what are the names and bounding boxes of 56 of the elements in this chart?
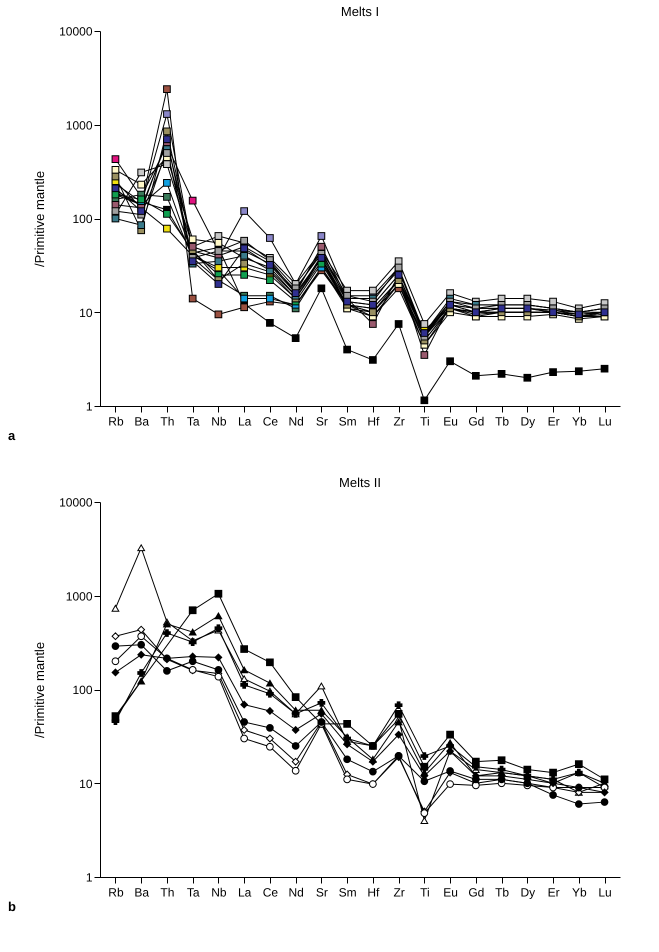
x-tick-label: Yb [572, 886, 587, 900]
x-tick-label: Zr [393, 414, 405, 428]
x-tick-label: Rb [108, 414, 124, 428]
x-tick-label: Ba [134, 414, 150, 428]
x-tick-label: Ti [420, 886, 430, 900]
y-tick-label: 100 [72, 212, 93, 226]
x-tick-label: Gd [468, 886, 484, 900]
x-tick-label: Yb [572, 414, 587, 428]
x-tick-label: Sm [338, 886, 357, 900]
x-tick-label: Dy [520, 414, 536, 428]
y-tick-label: 10000 [59, 24, 93, 38]
y-tick-label: 1000 [66, 589, 93, 604]
x-tick-label: Hf [367, 414, 380, 428]
y-tick-label: 100 [72, 683, 93, 697]
x-tick-label: Sm [338, 414, 357, 428]
x-tick-label: Rb [108, 886, 124, 900]
x-tick-label: Lu [598, 886, 612, 900]
y-tick-label: 1000 [66, 118, 93, 132]
y-tick-label: 10000 [59, 496, 93, 510]
x-tick-label: Sr [316, 886, 328, 900]
x-tick-label: Nd [288, 886, 304, 900]
y-axis-title: /Primitive mantle [32, 642, 48, 738]
x-tick-label: Tb [495, 414, 510, 428]
x-tick-label: Hf [367, 886, 380, 900]
x-tick-label: Th [160, 886, 174, 900]
x-tick-label: Nb [211, 414, 227, 428]
y-tick-label: 1 [86, 400, 93, 414]
x-tick-label: Ti [420, 414, 430, 428]
x-tick-label: Ce [262, 886, 278, 900]
x-tick-label: Sr [316, 414, 328, 428]
x-tick-label: Zr [393, 886, 405, 900]
x-tick-label: Nb [211, 886, 227, 900]
x-tick-label: Ce [262, 414, 278, 428]
x-tick-label: Nd [288, 414, 304, 428]
x-tick-label: Ba [134, 886, 150, 900]
x-tick-label: Gd [468, 414, 484, 428]
x-tick-label: Tb [495, 886, 510, 900]
x-tick-label: La [238, 414, 252, 428]
y-tick-label: 10 [79, 306, 93, 320]
text: a [8, 428, 16, 443]
chart-title: Melts I [340, 4, 380, 19]
x-tick-label: Ta [186, 886, 200, 900]
x-tick-label: La [238, 886, 252, 900]
y-axis-title: /Primitive mantle [32, 170, 48, 268]
y-tick-label: 1 [86, 870, 93, 884]
y-tick-label: 10 [79, 776, 93, 791]
x-tick-label: Er [548, 886, 560, 900]
x-tick-label: Eu [443, 414, 458, 428]
chart-title: Melts II [339, 475, 381, 490]
x-tick-label: Dy [520, 886, 536, 900]
x-tick-label: Er [548, 414, 560, 428]
text: b [8, 899, 16, 914]
x-tick-label: Lu [598, 414, 612, 428]
x-tick-label: Eu [443, 886, 458, 900]
x-tick-label: Ta [186, 414, 200, 428]
x-tick-label: Th [160, 414, 174, 428]
